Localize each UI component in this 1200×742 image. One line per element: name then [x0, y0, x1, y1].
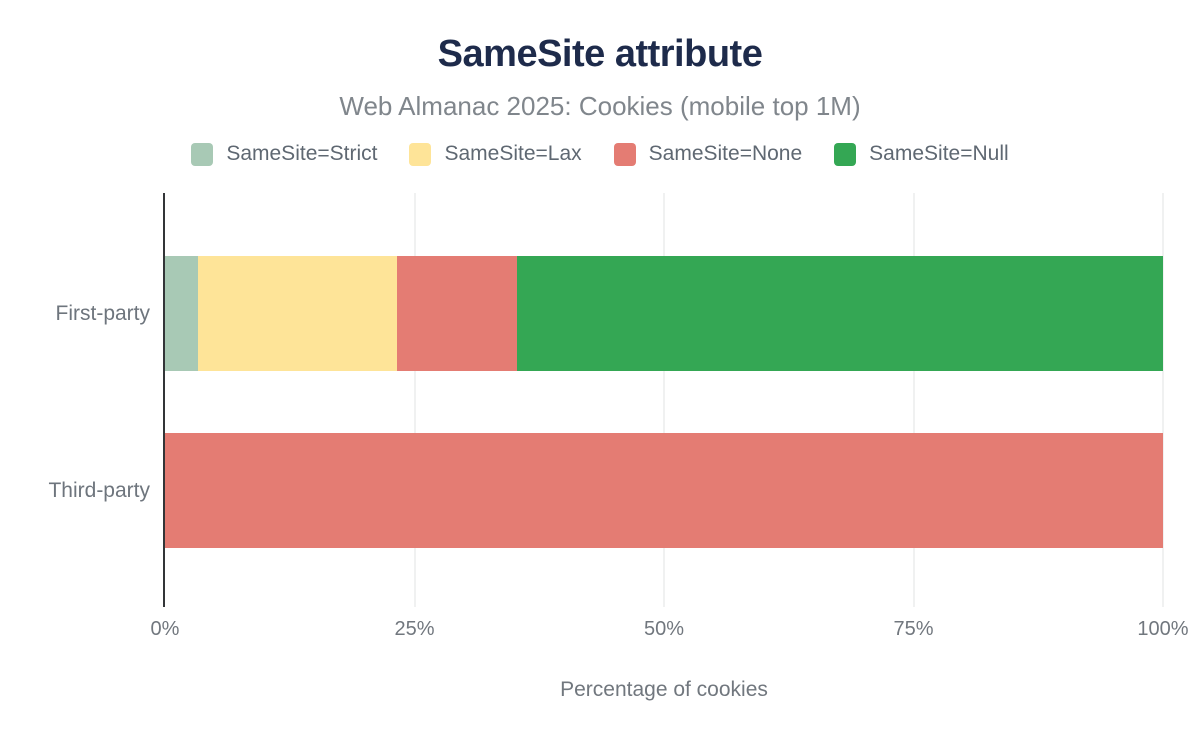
gridline-100 — [1162, 193, 1164, 607]
x-tick-label-25: 25% — [394, 618, 435, 640]
legend-label: SameSite=None — [648, 142, 803, 165]
gridline-50 — [663, 193, 665, 607]
legend-swatch-samesite-strict — [191, 142, 214, 166]
category-label-first-party: First-party — [55, 301, 151, 325]
x-tick-label-100: 100% — [1137, 618, 1189, 640]
bar-segment-first-party-samesite-none[interactable] — [396, 256, 518, 371]
x-tick-label-50: 50% — [643, 618, 685, 640]
legend-label: SameSite=Strict — [226, 142, 378, 165]
gridline-75 — [912, 193, 915, 607]
bar-third-party — [165, 433, 1163, 548]
chart-subtitle: Web Almanac 2025: Cookies (mobile top 1M… — [339, 91, 861, 121]
legend: SameSite=Strict SameSite=Lax SameSite=None… — [0, 142, 1200, 166]
bar-segment-third-party-samesite-none[interactable] — [165, 433, 1163, 548]
bar-segment-first-party-samesite-lax[interactable] — [197, 256, 397, 371]
legend-item-samesite-strict[interactable]: SameSite=Strict — [191, 142, 377, 166]
y-axis-line — [163, 193, 165, 607]
x-axis-title: Percentage of cookies — [560, 678, 768, 701]
legend-swatch-samesite-none — [613, 142, 636, 166]
bar-segment-first-party-samesite-null[interactable] — [517, 256, 1163, 371]
category-label-third-party: Third-party — [48, 478, 150, 502]
chart-title: SameSite attribute — [437, 33, 763, 75]
bar-first-party — [165, 256, 1163, 371]
x-tick-label-75: 75% — [893, 618, 934, 640]
x-axis-ticks: 0% 25% 50% 75% 100% — [151, 618, 1189, 644]
bar-segment-first-party-samesite-strict[interactable] — [165, 256, 198, 371]
legend-swatch-samesite-null — [834, 142, 857, 166]
legend-label: SameSite=Lax — [444, 142, 582, 165]
legend-label: SameSite=Null — [869, 142, 1009, 165]
legend-item-samesite-null[interactable]: SameSite=Null — [834, 142, 1009, 166]
legend-item-samesite-lax[interactable]: SameSite=Lax — [409, 142, 582, 166]
legend-swatch-samesite-lax — [409, 142, 432, 166]
plot-area — [163, 193, 1164, 607]
x-tick-label-0: 0% — [150, 618, 180, 640]
gridline-25 — [413, 193, 416, 607]
legend-item-samesite-none[interactable]: SameSite=None — [613, 142, 803, 166]
